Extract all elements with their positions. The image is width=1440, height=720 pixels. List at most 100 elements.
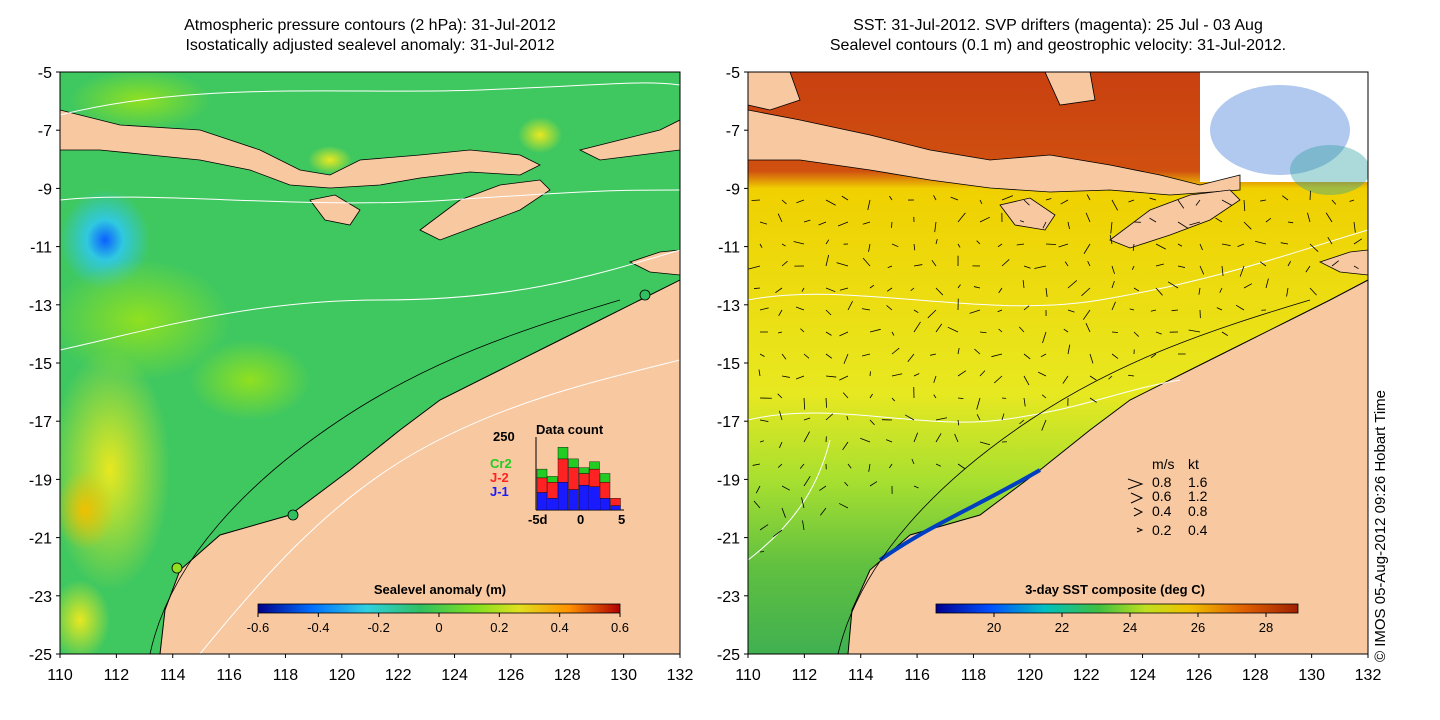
velocity-vector xyxy=(957,347,960,355)
sla-anomaly-area xyxy=(60,260,230,380)
velocity-vector xyxy=(934,221,937,233)
y-tick-label: -9 xyxy=(38,181,52,198)
velocity-vector xyxy=(1111,331,1118,333)
velocity-vector xyxy=(1089,375,1097,381)
velocity-vector xyxy=(1221,243,1231,247)
sla-high-area xyxy=(60,350,170,590)
velocity-vector xyxy=(781,375,790,378)
right-map xyxy=(748,72,1368,654)
velocity-vector xyxy=(825,199,836,206)
velocity-vector xyxy=(1111,265,1115,274)
x-tick-label: 118 xyxy=(961,667,987,684)
sla-high-core xyxy=(60,470,115,550)
sla-anomaly-area xyxy=(190,340,310,420)
velocity-vector xyxy=(1062,375,1069,384)
velocity-vector xyxy=(1353,238,1363,245)
velocity-vector xyxy=(1063,328,1069,333)
velocity-vector xyxy=(1280,242,1289,245)
inset-bar-green xyxy=(568,458,579,468)
colorbar-tick-label: 0.6 xyxy=(611,620,629,635)
velocity-vector xyxy=(1018,326,1025,333)
velocity-legend-kt: 1.6 xyxy=(1188,474,1208,490)
velocity-vector xyxy=(1286,287,1289,297)
inset-bar-blue xyxy=(578,484,590,511)
velocity-vector xyxy=(839,287,849,291)
velocity-vector xyxy=(781,260,788,267)
velocity-vector xyxy=(1255,240,1267,245)
velocity-vector xyxy=(1199,265,1205,275)
velocity-vector xyxy=(846,415,849,421)
left-title-line2: Isostatically adjusted sealevel anomaly:… xyxy=(185,37,555,54)
velocity-vector xyxy=(842,392,849,399)
velocity-vector xyxy=(1331,260,1339,267)
velocity-vector xyxy=(862,257,871,267)
inset-bar-red xyxy=(568,467,579,490)
velocity-legend-ms-header: m/s xyxy=(1152,456,1175,472)
velocity-vector xyxy=(1325,212,1333,223)
velocity-vector xyxy=(753,287,761,289)
velocity-vector xyxy=(913,321,921,333)
velocity-vector xyxy=(1216,307,1223,311)
inset-xtick-zero: 0 xyxy=(577,512,584,527)
velocity-vector xyxy=(1155,263,1164,267)
x-tick-label: 130 xyxy=(1298,667,1325,684)
velocity-vector xyxy=(911,458,915,465)
velocity-vector xyxy=(1188,329,1201,333)
velocity-vector xyxy=(1042,331,1047,344)
velocity-vector xyxy=(1243,283,1253,289)
velocity-vector xyxy=(1067,309,1075,313)
x-tick-label: 120 xyxy=(1016,667,1043,684)
y-tick-label: -25 xyxy=(29,647,52,664)
velocity-vector xyxy=(825,353,833,359)
colorbar-tick-label: 20 xyxy=(987,620,1001,635)
y-tick-label: -25 xyxy=(717,647,740,664)
sla-colorbar-label: Sealevel anomaly (m) xyxy=(374,582,506,597)
velocity-vector xyxy=(913,373,920,377)
velocity-vector xyxy=(758,369,761,377)
velocity-vector xyxy=(759,440,764,443)
velocity-vector xyxy=(997,243,1003,248)
velocity-vector xyxy=(1150,353,1157,359)
velocity-vector xyxy=(1150,309,1157,312)
drifter-marker xyxy=(639,289,651,301)
velocity-vector xyxy=(795,375,805,380)
x-tick-label: 126 xyxy=(1186,667,1213,684)
colorbar-tick-label: 0.2 xyxy=(490,620,508,635)
velocity-vector xyxy=(1001,259,1010,267)
velocity-vector xyxy=(947,326,959,333)
velocity-vector xyxy=(1045,243,1057,245)
drifter-marker xyxy=(287,509,299,521)
velocity-vector xyxy=(759,353,765,357)
velocity-vector xyxy=(825,375,837,378)
right-title-line2: Sealevel contours (0.1 m) and geostrophi… xyxy=(829,37,1287,54)
velocity-vector xyxy=(759,419,769,422)
velocity-vector xyxy=(862,353,871,357)
velocity-vector xyxy=(825,397,828,408)
velocity-vector xyxy=(795,306,805,311)
legend-cr2: Cr2 xyxy=(490,456,512,471)
velocity-vector xyxy=(1111,199,1119,211)
inset-xtick-end: 5 xyxy=(618,512,625,527)
velocity-vector xyxy=(1149,197,1157,201)
velocity-arrow-icon xyxy=(1136,527,1144,533)
velocity-vector xyxy=(1171,309,1179,312)
sst-colorbar-ramp xyxy=(935,603,1299,614)
inset-bars xyxy=(536,447,621,511)
velocity-vector xyxy=(819,485,827,491)
isobath-contour xyxy=(149,299,621,654)
y-tick-label: -13 xyxy=(29,298,52,315)
velocity-legend-ms: 0.6 xyxy=(1152,488,1172,504)
velocity-vector xyxy=(1089,397,1097,403)
right-y-axis: -5 -7 -9 -11 -13 -15 -17 -19 -21 -23 -25 xyxy=(717,65,748,664)
y-tick-label: -19 xyxy=(717,472,740,489)
inset-bar-blue xyxy=(547,498,558,511)
cloud-edge-pixels xyxy=(1290,145,1368,195)
drifter-marker xyxy=(171,562,183,574)
velocity-vector xyxy=(748,265,761,270)
velocity-vector xyxy=(913,432,919,443)
velocity-legend-ms: 0.2 xyxy=(1152,522,1172,538)
inset-bar-green xyxy=(589,461,600,470)
velocity-vector xyxy=(1307,212,1311,223)
velocity-vector xyxy=(1243,221,1252,230)
